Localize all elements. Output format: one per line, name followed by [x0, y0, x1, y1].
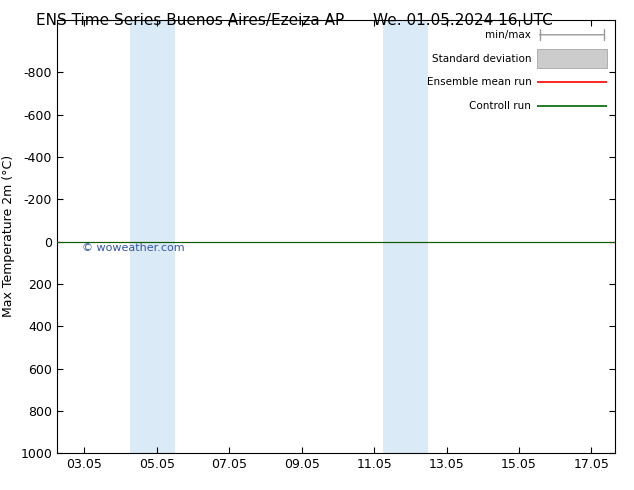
Y-axis label: Max Temperature 2m (°C): Max Temperature 2m (°C) — [2, 155, 15, 318]
Bar — [383, 20, 429, 453]
Text: Standard deviation: Standard deviation — [432, 53, 531, 64]
Text: Ensemble mean run: Ensemble mean run — [427, 77, 531, 88]
FancyBboxPatch shape — [537, 49, 607, 68]
Text: We. 01.05.2024 16 UTC: We. 01.05.2024 16 UTC — [373, 13, 553, 28]
Bar — [129, 20, 175, 453]
Text: Controll run: Controll run — [469, 101, 531, 111]
Text: ENS Time Series Buenos Aires/Ezeiza AP: ENS Time Series Buenos Aires/Ezeiza AP — [36, 13, 344, 28]
Text: © woweather.com: © woweather.com — [82, 244, 185, 253]
Text: min/max: min/max — [486, 30, 531, 40]
